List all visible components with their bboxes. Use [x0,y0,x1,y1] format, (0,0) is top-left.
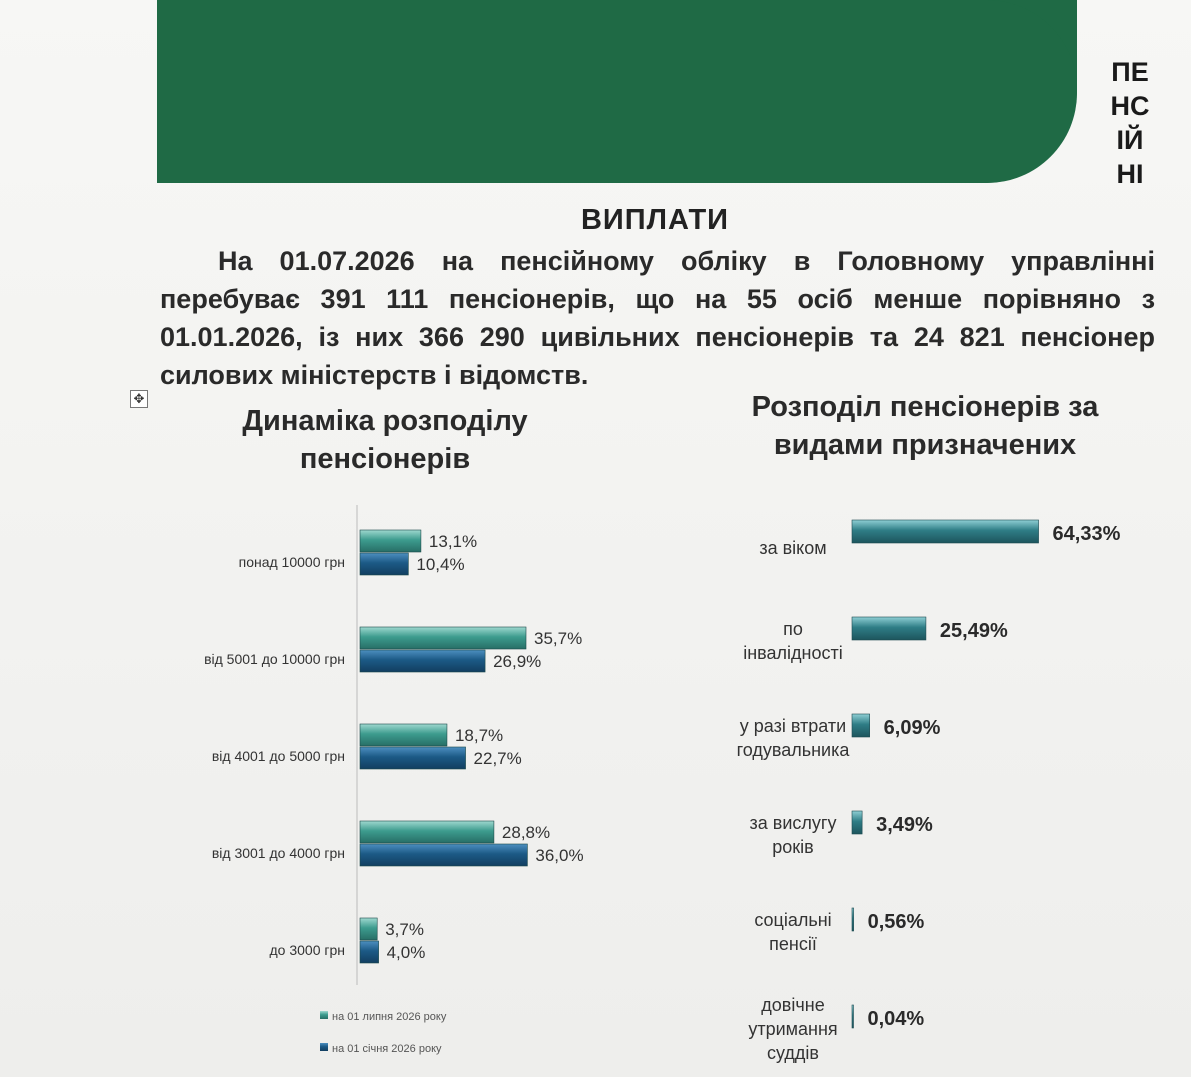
left-value-label: 22,7% [474,749,522,768]
left-value-label: 18,7% [455,726,503,745]
vertical-title-line: НІ [1116,159,1144,189]
right-category-label: довічне [761,995,824,1015]
left-bar [359,820,495,844]
right-category-label: за віком [759,538,826,558]
right-value-label: 25,49% [940,620,1008,642]
left-chart-title: Динаміка розподілу пенсіонерів [242,405,528,475]
right-chart-title: Розподіл пенсіонерів за видами призначен… [751,391,1099,461]
left-value-label: 3,7% [385,920,424,939]
right-value-label: 6,09% [884,717,941,739]
right-category-label: соціальні [754,910,831,930]
right-category-label: у разі втрати [740,716,846,736]
left-category-label: від 5001 до 10000 грн [204,651,345,667]
intro-paragraph: На 01.07.2026 на пенсійному обліку в Гол… [160,246,1155,390]
right-bar [851,907,854,932]
left-chart: понад 10000 грн 13,1% 10,4% від 5001 до 100… [204,505,584,1055]
right-category-label: по [783,619,803,639]
left-value-label: 4,0% [387,943,426,962]
vertical-title-line: НС [1110,91,1150,121]
right-category-label: за вислугу [750,813,837,833]
right-category-label: інвалідності [743,643,843,663]
right-bar [851,810,863,835]
right-value-label: 64,33% [1053,523,1121,545]
left-category-label: від 3001 до 4000 грн [212,845,345,861]
right-category-label: утримання [748,1019,837,1039]
legend-swatch [320,1043,328,1051]
left-bar [359,626,527,650]
left-bar [359,917,378,941]
left-bar [359,746,466,770]
right-category-label: суддів [767,1043,819,1063]
left-bar [359,529,422,553]
left-value-label: 35,7% [534,629,582,648]
right-chart: 64,33% за віком 25,49% по інвалідності 6,09% у… [737,519,1121,1063]
legend-label: на 01 липня 2026 року [332,1011,447,1023]
left-value-label: 28,8% [502,823,550,842]
vertical-title-line: ІЙ [1116,125,1144,155]
left-category-label: від 4001 до 5000 грн [212,748,345,764]
left-bar [359,843,528,867]
section-heading: ВИПЛАТИ [580,204,730,236]
right-category-label: пенсії [769,934,817,954]
left-value-label: 36,0% [535,846,583,865]
right-category-label: років [772,837,813,857]
table-move-handle-icon[interactable]: ✥ [130,390,148,408]
right-category-label: годувальника [737,740,851,760]
right-value-label: 0,04% [868,1008,925,1030]
vertical-title: ПЕ НС ІЙ НІ [1100,55,1160,191]
left-category-label: понад 10000 грн [239,554,345,570]
right-value-label: 0,56% [868,911,925,933]
left-bar [359,552,409,576]
legend-swatch [320,1011,328,1019]
left-value-label: 10,4% [416,555,464,574]
right-value-label: 3,49% [876,814,933,836]
left-category-label: до 3000 грн [269,942,345,958]
left-bar [359,649,486,673]
legend-label: на 01 січня 2026 року [332,1043,442,1055]
left-bar [359,940,379,964]
right-bar [851,1004,854,1029]
right-bar [851,713,870,738]
vertical-title-line: ПЕ [1111,57,1149,87]
right-bar [851,616,927,641]
header-banner [157,0,1077,183]
right-bar [851,519,1039,544]
left-value-label: 26,9% [493,652,541,671]
left-value-label: 13,1% [429,532,477,551]
left-bar [359,723,448,747]
